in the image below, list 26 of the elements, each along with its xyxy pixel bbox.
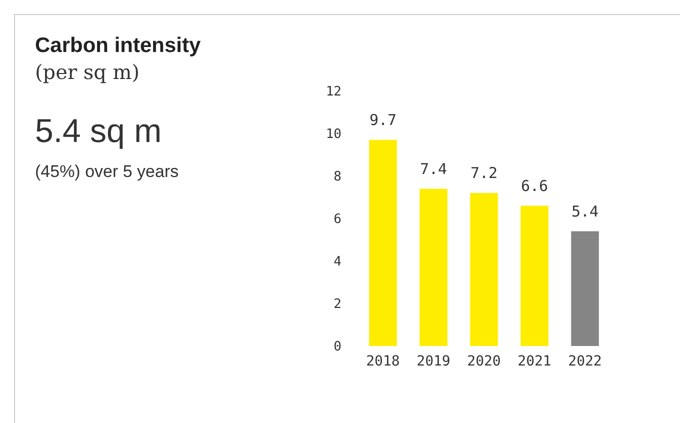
bar xyxy=(369,140,397,346)
x-tick-label: 2020 xyxy=(467,354,501,370)
y-tick-label: 4 xyxy=(334,254,342,270)
data-label: 5.4 xyxy=(571,202,599,220)
text: 5.4 sq m xyxy=(35,112,162,150)
text: (45%) over 5 years xyxy=(35,162,179,182)
x-tick-label: 2022 xyxy=(568,354,602,370)
text: Carbon intensity xyxy=(35,34,201,58)
data-label: 6.6 xyxy=(520,176,548,195)
y-tick-label: 2 xyxy=(334,297,342,312)
bar xyxy=(520,206,548,346)
bar xyxy=(470,193,498,346)
y-tick-label: 8 xyxy=(334,170,342,184)
data-label: 9.7 xyxy=(369,110,397,129)
bar xyxy=(420,188,448,346)
y-tick-label: 10 xyxy=(326,127,342,142)
data-label: 7.2 xyxy=(470,164,498,182)
bar xyxy=(571,231,599,346)
text: (per sq m) xyxy=(35,60,140,84)
data-label: 7.4 xyxy=(420,160,448,178)
y-tick-label: 6 xyxy=(334,212,342,227)
y-tick-label: 0 xyxy=(334,340,342,354)
x-tick-label: 2021 xyxy=(518,354,552,370)
x-tick-label: 2019 xyxy=(416,354,450,370)
x-tick-label: 2018 xyxy=(366,354,400,370)
y-tick-label: 12 xyxy=(326,84,342,100)
